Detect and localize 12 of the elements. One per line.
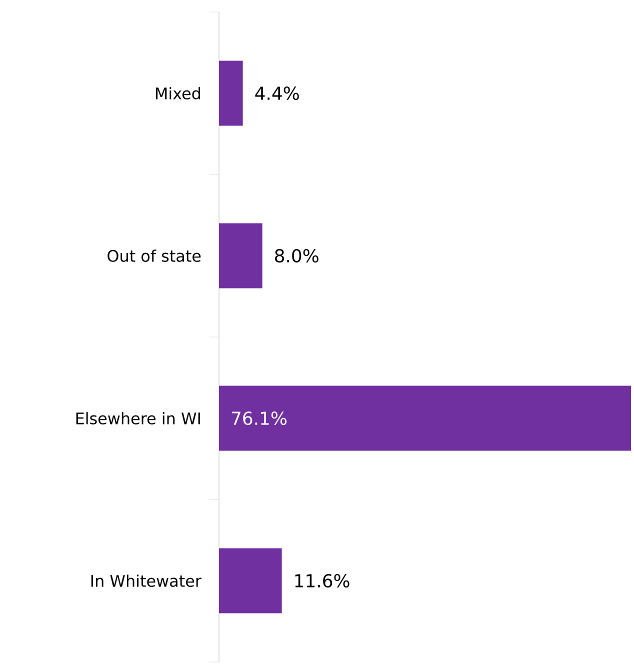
- data-label: 8.0%: [275, 248, 318, 263]
- bar: [219, 223, 262, 288]
- y-tick-label: Elsewhere in WI: [76, 412, 200, 424]
- bar: [219, 548, 282, 614]
- y-tick-label: In Whitewater: [91, 574, 202, 587]
- data-label: 4.4%: [255, 86, 299, 100]
- bar: [219, 60, 243, 126]
- data-label: 76.1%: [232, 411, 286, 426]
- y-tick-label: Mixed: [156, 87, 200, 100]
- y-tick-label: Out of state: [108, 250, 201, 262]
- bar: [219, 386, 632, 451]
- data-label: 11.6%: [295, 574, 350, 588]
